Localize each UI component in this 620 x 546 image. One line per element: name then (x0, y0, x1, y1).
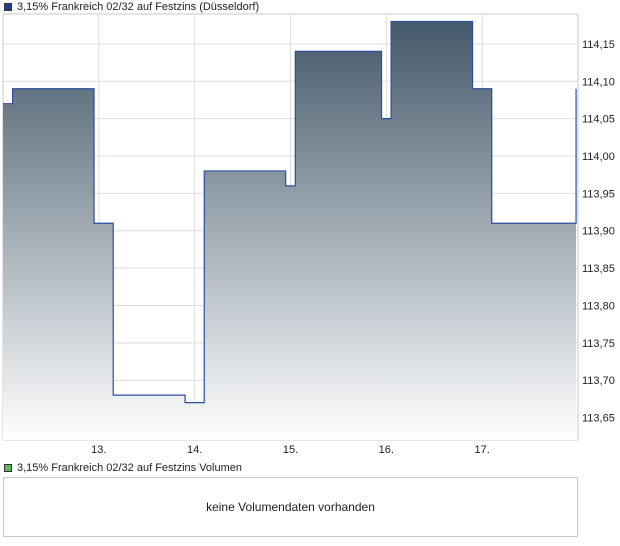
no-volume-message: keine Volumendaten vorhanden (206, 500, 375, 514)
y-tick-label: 113,80 (582, 300, 615, 312)
price-chart: 113,65 113,70 113,75 113,80 113,85 113,90 113,… (2, 13, 615, 456)
x-tick-label: 13. (91, 444, 106, 456)
volume-panel: keine Volumendaten vorhanden (3, 477, 578, 537)
price-area (3, 21, 577, 440)
y-tick-label: 114,10 (582, 76, 615, 88)
y-tick-label: 113,70 (582, 375, 615, 387)
y-tick-label: 114,00 (582, 151, 615, 163)
volume-legend: 3,15% Frankreich 02/32 auf Festzins Volu… (4, 461, 242, 475)
volume-legend-swatch (4, 464, 12, 472)
price-legend-label: 3,15% Frankreich 02/32 auf Festzins (Düs… (17, 1, 260, 13)
price-line (3, 20, 577, 404)
y-tick-label: 113,65 (582, 413, 615, 425)
price-legend: 3,15% Frankreich 02/32 auf Festzins (Düs… (4, 0, 259, 14)
price-legend-swatch (4, 3, 12, 11)
y-tick-label: 113,90 (582, 226, 615, 238)
x-tick-label: 15. (283, 444, 298, 456)
volume-legend-label: 3,15% Frankreich 02/32 auf Festzins Volu… (17, 462, 243, 474)
y-tick-label: 113,85 (582, 263, 615, 275)
y-axis-ticks: 113,65 113,70 113,75 113,80 113,85 113,90 113,… (582, 39, 615, 425)
y-tick-label: 114,05 (582, 114, 615, 126)
x-axis-ticks: 13. 14. 15. 16. 17. (91, 444, 490, 456)
y-tick-label: 113,95 (582, 188, 615, 200)
x-tick-label: 16. (379, 444, 394, 456)
y-tick-label: 114,15 (582, 39, 615, 51)
x-tick-label: 14. (187, 444, 202, 456)
y-tick-label: 113,75 (582, 338, 615, 350)
x-tick-label: 17. (475, 444, 490, 456)
